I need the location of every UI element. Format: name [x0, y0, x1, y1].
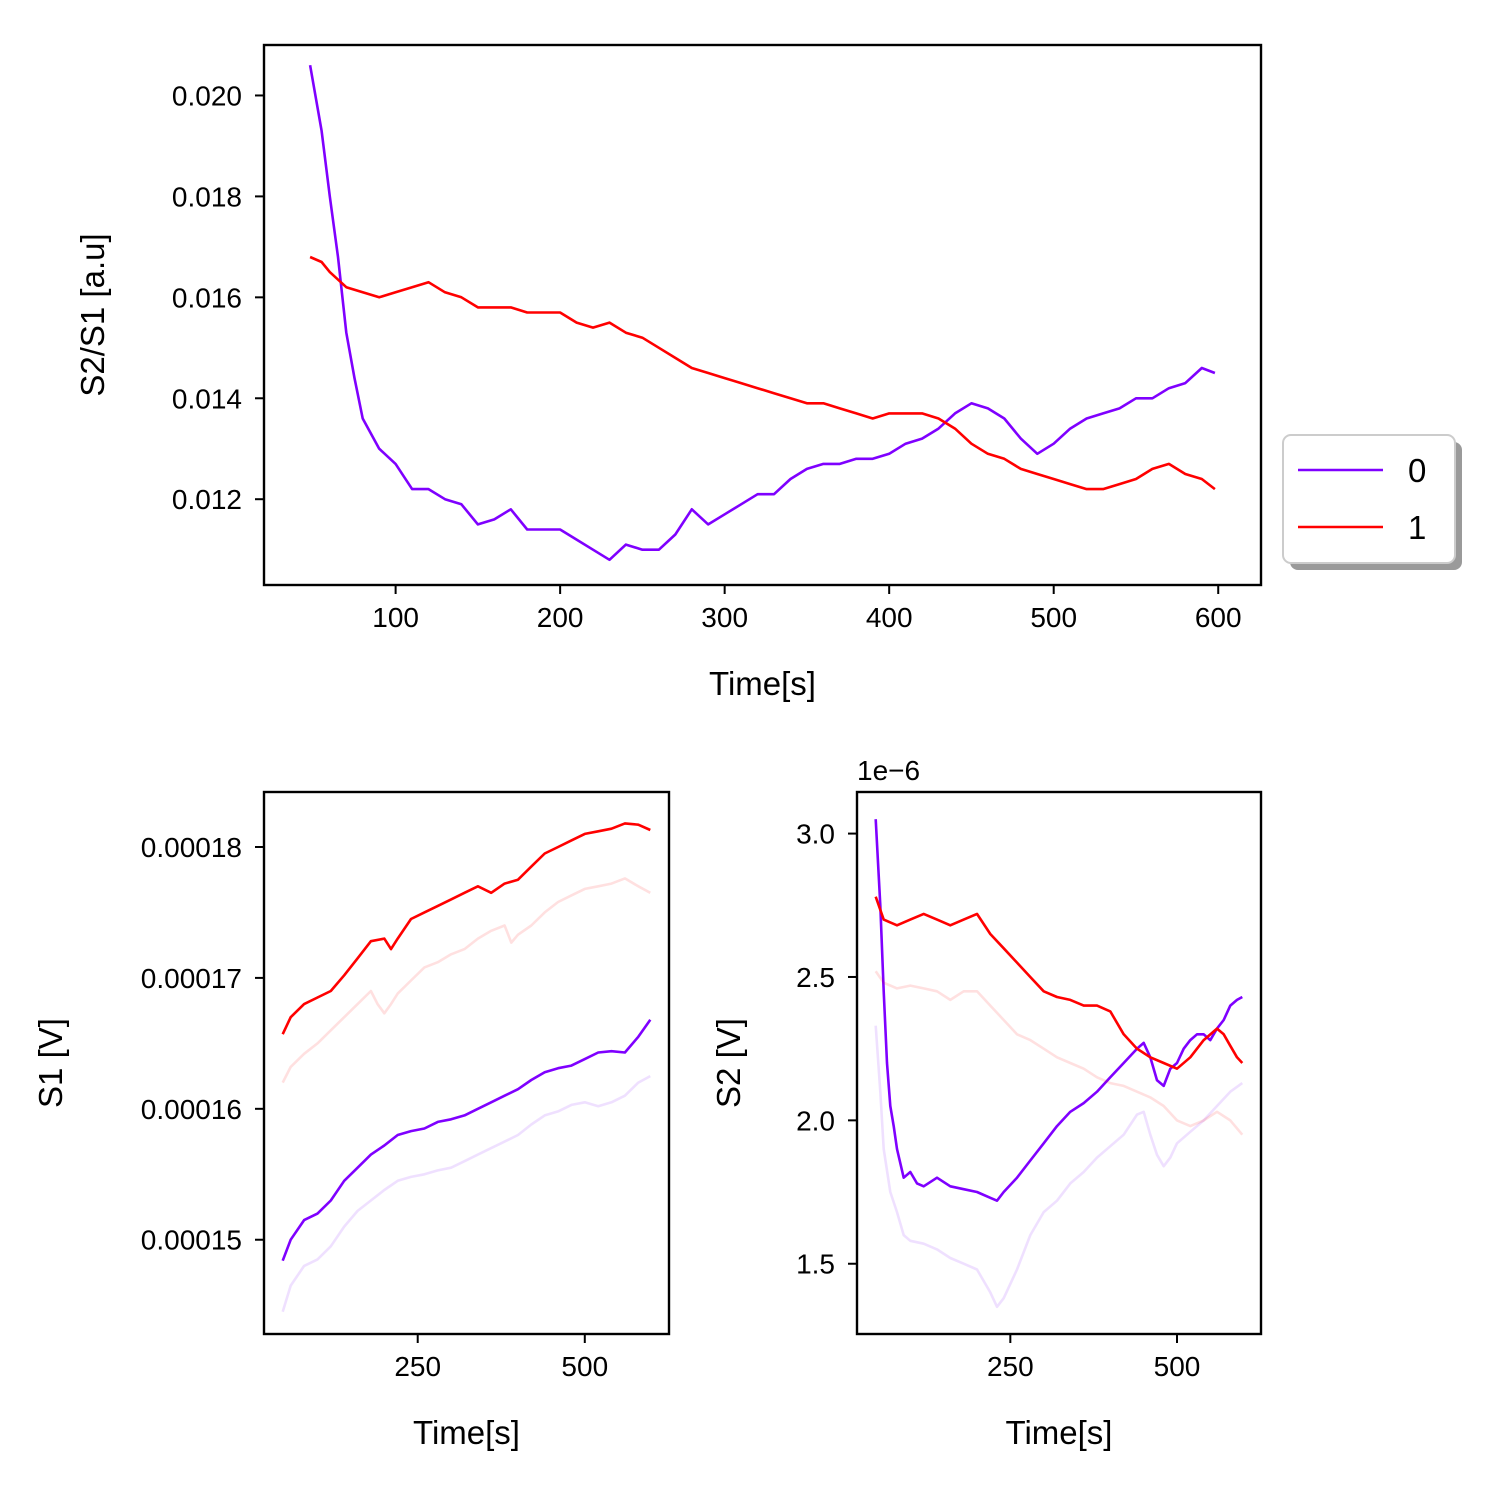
- y-tick-label: 0.00018: [141, 832, 242, 863]
- x-tick-label: 500: [1030, 602, 1077, 633]
- y-tick-label: 0.00016: [141, 1094, 242, 1125]
- y-tick-label: 1.5: [796, 1249, 835, 1280]
- axes-frame: [262, 790, 671, 1336]
- y-tick-label: 0.012: [172, 484, 242, 515]
- y-tick-label: 0.00015: [141, 1225, 242, 1256]
- x-axis-label: Time[s]: [709, 665, 816, 702]
- x-axis-label: Time[s]: [413, 1414, 520, 1451]
- y-tick-label: 0.018: [172, 181, 242, 212]
- x-axis-label: Time[s]: [1006, 1414, 1113, 1451]
- series-line-1: [281, 1074, 651, 1313]
- x-tick-label: 250: [987, 1351, 1034, 1382]
- axes-frame: [262, 43, 1263, 587]
- series-line-2: [281, 822, 651, 1035]
- series-line-3: [281, 877, 651, 1084]
- x-tick-label: 500: [561, 1351, 608, 1382]
- s2-panel: 250 500 1.5 2.0 2.5 3.0 Time[s] S2 [V] 1e−6: [710, 755, 1263, 1451]
- x-tick-label: 300: [701, 602, 748, 633]
- axes-frame: [855, 790, 1263, 1336]
- legend-box: [1282, 434, 1456, 564]
- y-tick-label: 0.014: [172, 383, 242, 414]
- y-axis-label: S2/S1 [a.u]: [74, 233, 111, 396]
- series-line-0: [281, 1019, 652, 1262]
- legend: 01: [1282, 434, 1462, 570]
- series-line-1: [309, 255, 1216, 491]
- x-tick-label: 400: [866, 602, 913, 633]
- x-tick-label: 200: [537, 602, 584, 633]
- y-tick-label: 2.5: [796, 962, 835, 993]
- x-tick-label: 600: [1195, 602, 1242, 633]
- x-tick-label: 100: [372, 602, 419, 633]
- y-tick-label: 0.00017: [141, 963, 242, 994]
- y-axis-label: S2 [V]: [710, 1018, 747, 1108]
- y-offset-text: 1e−6: [857, 755, 920, 786]
- series-line-2: [874, 896, 1244, 1070]
- x-tick-label: 250: [394, 1351, 441, 1382]
- x-tick-label: 500: [1154, 1351, 1201, 1382]
- ratio-panel: 100 200 300 400 500 600 0.012 0.014 0.016 0.018 0.…: [74, 43, 1263, 702]
- y-tick-label: 2.0: [796, 1105, 835, 1136]
- y-tick-label: 0.020: [172, 80, 242, 111]
- s1-panel: 250 500 0.00015 0.00016 0.00017 0.00018 Time[s…: [32, 790, 671, 1451]
- series-line-0: [874, 819, 1243, 1202]
- series-line-0: [308, 64, 1216, 562]
- y-axis-label: S1 [V]: [32, 1018, 69, 1108]
- legend-label-1: 1: [1408, 509, 1426, 546]
- y-tick-label: 3.0: [796, 819, 835, 850]
- series-line-3: [874, 970, 1244, 1136]
- y-tick-label: 0.016: [172, 282, 242, 313]
- series-line-1: [874, 1025, 1244, 1309]
- legend-label-0: 0: [1408, 452, 1426, 489]
